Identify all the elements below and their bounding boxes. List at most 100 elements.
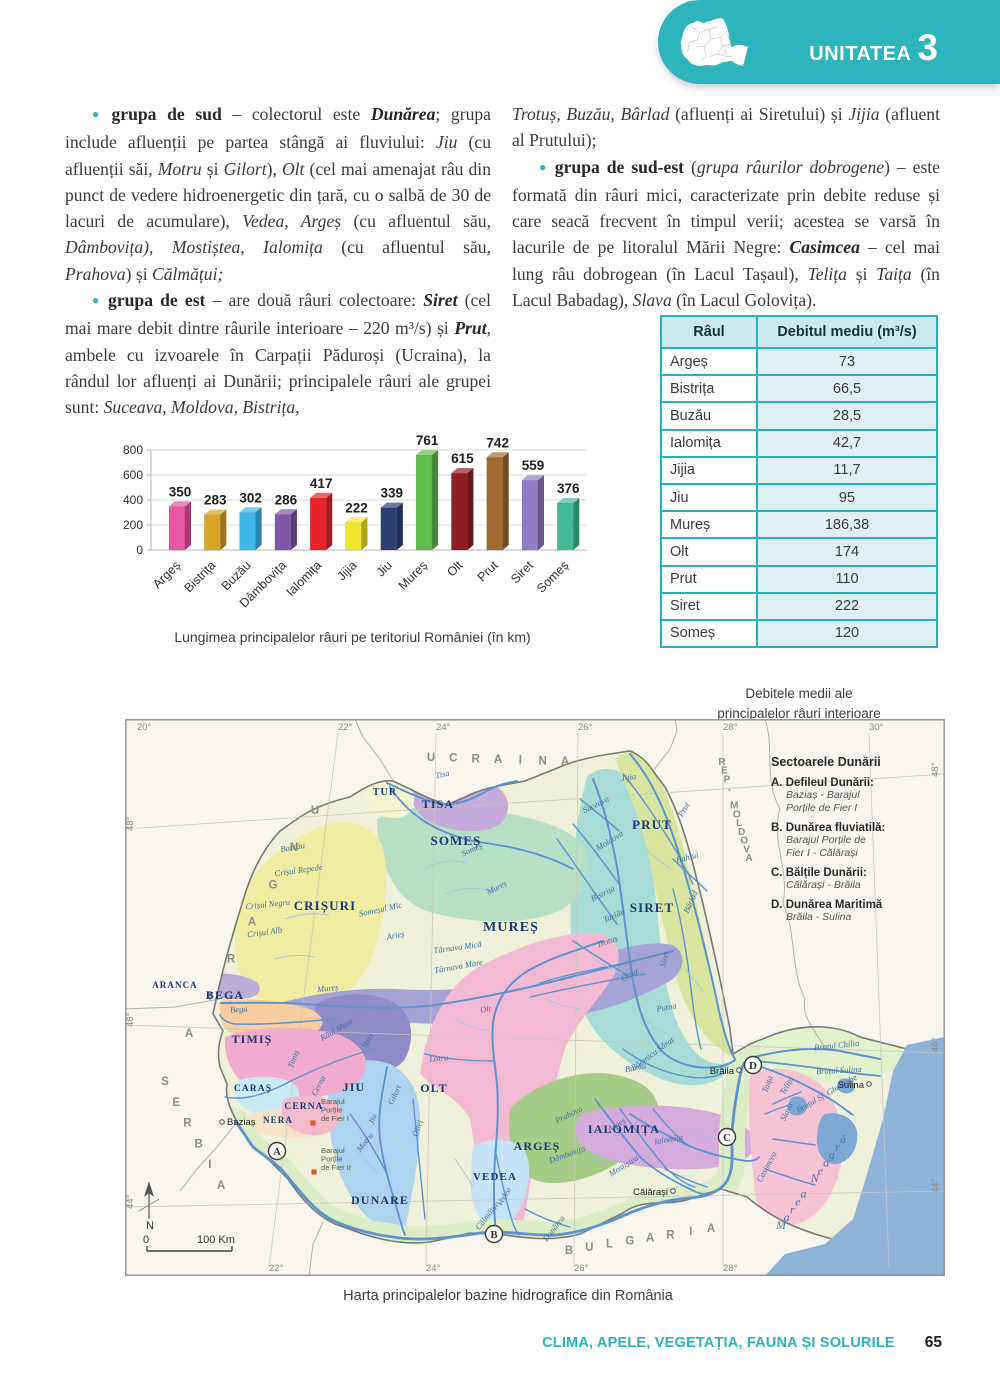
table-row: Mureș 186,38 <box>660 510 938 540</box>
country-label-letter: ă <box>840 1132 846 1146</box>
x-axis-label: Someș <box>534 558 571 595</box>
sector-letter: D <box>749 1060 757 1072</box>
basin-label: BEGA <box>206 988 244 1002</box>
danube-sector-marker <box>484 1224 504 1244</box>
bar-value-label: 350 <box>169 484 192 499</box>
bar-top-light <box>204 509 227 515</box>
bar-side <box>573 498 580 550</box>
country-label-letter: e <box>795 1195 801 1209</box>
country-label-letter: N <box>539 755 547 767</box>
river-name-cell: Prut <box>660 564 758 594</box>
river-discharge-cell: 174 <box>756 537 938 567</box>
country-label-letter: C <box>449 753 457 765</box>
text-segment: ) – este formată din râuri mici, caracte… <box>512 156 940 258</box>
country-label-letter: I <box>208 1159 211 1171</box>
country-label-letter: A <box>185 1028 193 1040</box>
text-segment: (afluenți ai Siretului) și <box>669 104 849 124</box>
bar-value-label: 615 <box>451 451 474 466</box>
text-segment: Siret <box>423 290 458 311</box>
text-segment: (cel mai mare debit dintre râurile inter… <box>65 290 491 339</box>
x-axis-label: Argeș <box>150 558 183 591</box>
map-canvas: 20° 22° 24° 26° 28° 30° 22° 24° 26° 28° 48° 46° 44° 4… <box>125 719 945 1276</box>
bar-side-shade <box>290 509 297 550</box>
bar-top <box>557 498 580 503</box>
river-discharge-cell: 120 <box>756 618 938 649</box>
paragraph: ● grupa de sud – colectorul este Dunărea;… <box>65 101 491 287</box>
country-label-letter: r <box>835 1140 840 1154</box>
bar-side-shade <box>432 449 439 550</box>
x-axis-label: Jijia <box>334 558 359 583</box>
bar-top-light <box>486 452 509 458</box>
discharge-table-body: Argeș 73 Bistrița 66,5 Buzău 28,5 Ialomița 42,7… <box>660 346 938 649</box>
bar-side-shade <box>361 517 368 550</box>
text-segment: (cu afluentul său, <box>322 237 491 258</box>
x-axis-label: Olt <box>444 558 466 580</box>
article-column-right: Trotuș, Buzău, Bârlad (afluenți ai Siret… <box>512 101 940 313</box>
text-segment: Vedea, Argeș <box>242 211 342 232</box>
coordinate-label: 30° <box>869 722 884 733</box>
town-marker <box>736 1067 742 1073</box>
table-row: Siret 222 <box>660 591 938 621</box>
danube-sector-marker <box>743 1055 763 1075</box>
basin-label: MUREȘ <box>483 920 539 935</box>
country-label-letter: G <box>625 1236 634 1248</box>
basin-label: CERNA <box>284 1102 323 1112</box>
river-label: Crișul Negru <box>245 897 290 912</box>
text-segment: (cel mai amenajat râu din punct de veder… <box>65 158 491 232</box>
legend-item-name: B. Dunărea fluviatilă: <box>771 822 886 834</box>
country-label-letter: a <box>784 1210 790 1224</box>
danube-sector-marker <box>717 1127 737 1147</box>
town-marker <box>866 1081 872 1087</box>
basin-label: VEDEA <box>473 1171 517 1183</box>
bar-side-shade <box>185 501 191 550</box>
river-label: Jijia <box>620 771 636 783</box>
river-name-cell: Jiu <box>660 482 758 513</box>
country-label-letter: U <box>427 752 435 764</box>
dam-marker <box>311 1169 317 1175</box>
legend-title: Sectoarele Dunării <box>771 755 881 769</box>
country-label-letter: B <box>194 1138 202 1150</box>
country-label-letter: a <box>801 1187 807 1201</box>
bar-top <box>486 452 509 458</box>
legend-item: A. Defileul Dunării: Baziaș - Barajul Por… <box>771 777 943 815</box>
country-label-letter: U <box>311 805 319 817</box>
river-label: Crișul Alb <box>247 925 283 940</box>
text-segment: ( <box>684 156 697 177</box>
basin-label: DUNARE <box>351 1193 409 1207</box>
river-discharge-cell: 28,5 <box>756 401 938 431</box>
paragraph: Trotuș, Buzău, Bârlad (afluenți ai Siret… <box>512 101 940 154</box>
bar-top <box>522 475 544 481</box>
bar-Jijia: 222 Jijia <box>334 500 367 583</box>
country-label-letter: A <box>707 1223 715 1235</box>
bar-top <box>204 509 227 515</box>
unit-banner: UNITATEA 3 <box>658 0 1000 84</box>
country-label-letter: A <box>494 754 502 766</box>
country-label-letter: I <box>519 755 522 767</box>
text-segment: (în Lacul Babadag), <box>512 263 940 311</box>
danube-sectors-legend: Sectoarele Dunării A. Defileul Dunării: B… <box>771 755 943 931</box>
x-axis-label: Prut <box>475 558 501 584</box>
river-name-cell: Siret <box>660 591 758 621</box>
basin-label: CRIȘURI <box>294 898 357 914</box>
compass-icon: N <box>138 1181 160 1232</box>
river-label: Arieș <box>385 928 406 942</box>
text-segment: (cu afluenții săi, <box>65 132 491 179</box>
bar-top <box>416 449 439 455</box>
text-segment: Călmățui; <box>151 263 224 284</box>
basin-label: TIMIȘ <box>232 1032 273 1047</box>
text-segment: (afluent al Prutului); <box>512 104 940 151</box>
country-label-letter: S <box>161 1076 169 1088</box>
table-row: Ialomița 42,7 <box>660 428 938 458</box>
coordinate-label: 46° <box>125 1012 136 1027</box>
coordinate-label: 46° <box>930 1037 941 1052</box>
town-marker <box>670 1188 676 1194</box>
river-label: Buzău <box>624 1060 647 1074</box>
country-label-letter: r <box>790 1202 795 1216</box>
compass-north-label: N <box>146 1220 154 1232</box>
bar-top <box>345 517 368 523</box>
coordinate-label: 22° <box>338 722 353 733</box>
bar-front <box>415 454 433 551</box>
bar-side-shade <box>502 452 509 550</box>
town-label: Călărași <box>633 1187 668 1198</box>
country-label-letter: A <box>745 853 752 864</box>
